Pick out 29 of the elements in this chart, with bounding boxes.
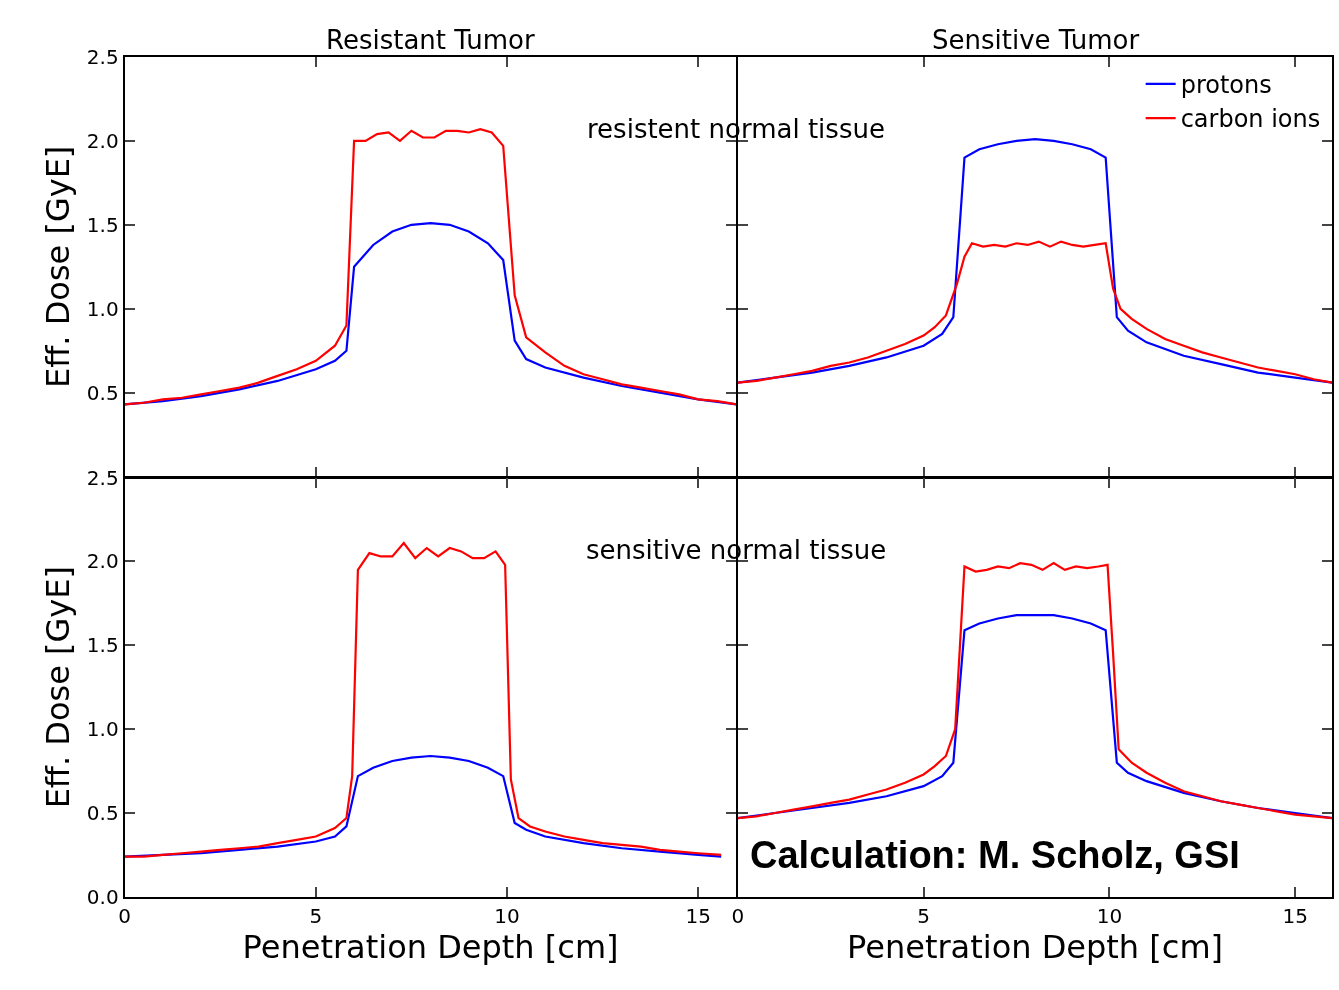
line-series bbox=[124, 754, 723, 858]
x-tick-label: 15 bbox=[1282, 903, 1308, 928]
y-tick-label: 2.0 bbox=[86, 128, 119, 153]
x-tick-label: 5 bbox=[917, 903, 930, 928]
x-tick-label: 15 bbox=[685, 903, 711, 928]
y-axis-title: Eff. Dose [GyE] bbox=[38, 566, 77, 809]
y-tick-label: 1.5 bbox=[86, 633, 119, 658]
y-tick-label: 0.5 bbox=[86, 380, 119, 405]
y-tick-label: 2.0 bbox=[86, 549, 119, 574]
y-tick-label: 0.0 bbox=[86, 884, 119, 909]
y-axis-title: Eff. Dose [GyE] bbox=[38, 145, 77, 388]
x-tick-label: 5 bbox=[309, 903, 323, 928]
y-tick-label: 1.5 bbox=[86, 212, 119, 237]
y-tick-label: 1.0 bbox=[86, 717, 119, 742]
y-tick-label: 1.0 bbox=[86, 296, 119, 321]
legend-label: carbon ions bbox=[1180, 105, 1321, 134]
y-tick-label: 0.5 bbox=[86, 801, 119, 826]
y-tick-label: 2.5 bbox=[86, 465, 119, 490]
annotation: Calculation: M. Scholz, GSI bbox=[750, 834, 1240, 876]
x-axis-title: Penetration Depth [cm] bbox=[242, 927, 619, 966]
x-tick-label: 0 bbox=[118, 903, 131, 928]
chart-title: Resistant Tumor bbox=[326, 25, 535, 55]
x-tick-label: 10 bbox=[1096, 903, 1123, 928]
x-tick-label: 10 bbox=[494, 903, 520, 928]
x-tick-label: 0 bbox=[731, 903, 745, 928]
y-tick-label: 2.5 bbox=[86, 44, 119, 69]
legend-label: protons bbox=[1180, 71, 1272, 100]
x-axis-title: Penetration Depth [cm] bbox=[847, 927, 1224, 966]
chart-title: Sensitive Tumor bbox=[932, 25, 1140, 55]
